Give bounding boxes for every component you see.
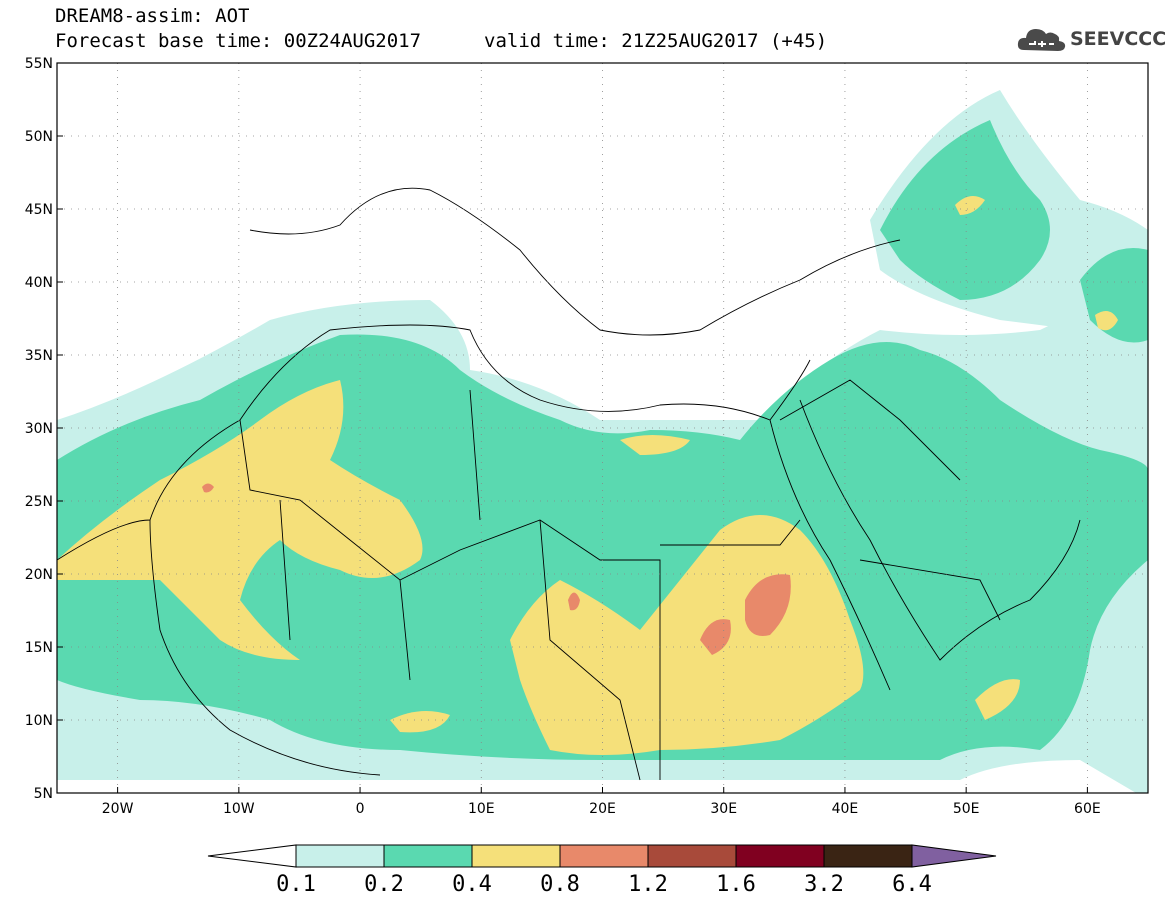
coastline-europe xyxy=(249,187,901,336)
aot-region-0.4 xyxy=(390,711,450,733)
colorbar-swatch xyxy=(735,844,825,868)
colorbar-swatch xyxy=(647,844,737,868)
lon-label: 20W xyxy=(102,801,134,817)
aot-region-0.8 xyxy=(745,574,791,636)
border-lines xyxy=(239,379,1001,781)
lat-label: 20N xyxy=(25,567,53,583)
lon-label: 10W xyxy=(223,801,255,817)
coastline-red-sea xyxy=(769,399,1081,691)
colorbar-swatch xyxy=(471,844,561,868)
colorbar-swatch xyxy=(383,844,473,868)
lat-label: 5N xyxy=(34,786,53,802)
coastline-north-africa xyxy=(57,324,811,561)
lon-label: 30E xyxy=(710,801,737,817)
colorbar-swatch xyxy=(295,844,385,868)
cloud-icon xyxy=(1017,29,1066,51)
colorbar-under-arrow xyxy=(207,844,297,868)
colorbar-label: 3.2 xyxy=(804,872,844,897)
colorbar-label: 1.2 xyxy=(628,872,668,897)
forecast-base-time: Forecast base time: 00Z24AUG2017 xyxy=(55,30,422,52)
lon-label: 20E xyxy=(589,801,616,817)
aot-region-0.4 xyxy=(975,679,1020,720)
colorbar-label: 1.6 xyxy=(716,872,756,897)
colorbar-label: 0.4 xyxy=(452,872,492,897)
lon-label: 10E xyxy=(468,801,495,817)
chart-title: DREAM8-assim: AOT xyxy=(55,5,250,27)
colorbar-over-arrow xyxy=(911,844,997,868)
aot-region-0.8 xyxy=(700,619,731,655)
lon-label: 0 xyxy=(356,801,365,817)
colorbar-label: 0.1 xyxy=(276,872,316,897)
aot-region-0.4 xyxy=(57,380,423,660)
lat-label: 50N xyxy=(25,129,53,145)
colorbar-swatch xyxy=(823,844,913,868)
colorbar-label: 0.2 xyxy=(364,872,404,897)
seevccc-logo: SEEVCCC xyxy=(1016,22,1165,56)
aot-region-0.4 xyxy=(955,196,985,215)
coastline-west-africa xyxy=(149,519,381,776)
lon-label: 50E xyxy=(953,801,980,817)
colorbar-label: 0.8 xyxy=(540,872,580,897)
colorbar-swatch xyxy=(559,844,649,868)
logo-text: SEEVCCC xyxy=(1070,28,1165,50)
aot-region-0.4 xyxy=(620,435,690,455)
aot-region-0.8 xyxy=(202,483,214,493)
lat-label: 35N xyxy=(25,348,53,364)
lat-label: 10N xyxy=(25,713,53,729)
latitude-axis: 55N 50N 45N 40N 35N 30N 25N 20N 15N 10N 5N xyxy=(25,56,63,802)
lon-label: 60E xyxy=(1074,801,1101,817)
longitude-axis: 20W 10W 0 10E 20E 30E 40E 50E 60E xyxy=(102,787,1101,817)
valid-time: valid time: 21Z25AUG2017 (+45) xyxy=(484,30,828,52)
lat-label: 30N xyxy=(25,421,53,437)
lat-label: 55N xyxy=(25,56,53,72)
graticule xyxy=(57,63,1148,793)
colorbar: 0.1 0.2 0.4 0.8 1.2 1.6 3.2 6.4 xyxy=(207,844,997,897)
aot-region-0.8 xyxy=(568,592,580,611)
aot-region-0.4 xyxy=(1095,311,1118,331)
lat-label: 45N xyxy=(25,202,53,218)
aot-shading xyxy=(57,90,1148,793)
lat-label: 15N xyxy=(25,640,53,656)
lat-label: 25N xyxy=(25,494,53,510)
lat-label: 40N xyxy=(25,275,53,291)
colorbar-label: 6.4 xyxy=(892,872,932,897)
lon-label: 40E xyxy=(832,801,859,817)
coastlines xyxy=(57,187,1081,781)
